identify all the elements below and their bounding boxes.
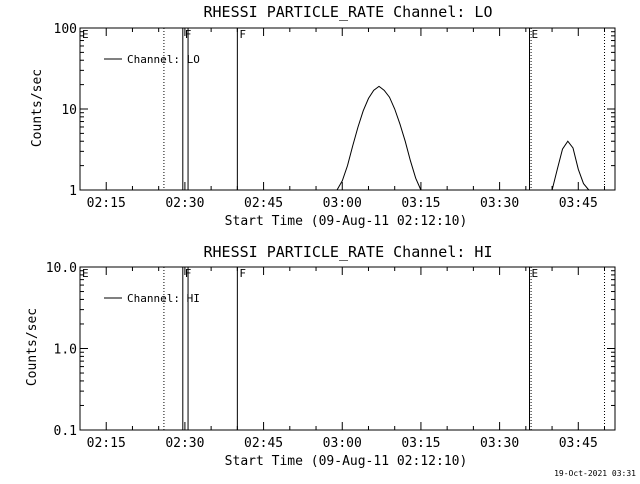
legend-label-hi: Channel: HI xyxy=(127,292,200,305)
xtick-label-hi: 03:45 xyxy=(559,436,598,451)
xtick-label-hi: 02:15 xyxy=(87,436,126,451)
footer-timestamp: 19-Oct-2021 03:31 xyxy=(554,469,636,478)
series-line-lo-0 xyxy=(336,85,422,191)
event-marker-label-hi: E xyxy=(532,267,539,280)
xtick-label-lo: 03:15 xyxy=(401,196,440,211)
xtick-label-lo: 02:45 xyxy=(244,196,283,211)
ytick-label-hi: 1.0 xyxy=(54,343,77,358)
series-line-lo-1 xyxy=(551,140,590,191)
xtick-label-hi: 03:00 xyxy=(323,436,362,451)
xtick-label-hi: 02:45 xyxy=(244,436,283,451)
panel-hi-xlabel: Start Time (09-Aug-11 02:12:10) xyxy=(225,454,468,469)
ytick-label-lo: 10 xyxy=(61,103,77,118)
panel-lo-ylabel: Counts/sec xyxy=(30,69,45,147)
event-marker-label-lo: E xyxy=(532,28,539,41)
ytick-label-lo: 100 xyxy=(54,22,77,37)
xtick-label-lo: 03:30 xyxy=(480,196,519,211)
panel-hi: RHESSI PARTICLE_RATE Channel: HI Counts/… xyxy=(25,243,616,469)
xtick-label-lo: 02:30 xyxy=(165,196,204,211)
xtick-label-lo: 03:00 xyxy=(323,196,362,211)
panel-lo-title: RHESSI PARTICLE_RATE Channel: LO xyxy=(204,3,493,21)
xtick-label-hi: 02:30 xyxy=(165,436,204,451)
legend-label-lo: Channel: LO xyxy=(127,53,200,66)
xtick-label-hi: 03:15 xyxy=(401,436,440,451)
xtick-label-lo: 02:15 xyxy=(87,196,126,211)
event-marker-label-hi: E xyxy=(82,267,89,280)
panel-lo: RHESSI PARTICLE_RATE Channel: LO Counts/… xyxy=(30,3,616,229)
panel-hi-title: RHESSI PARTICLE_RATE Channel: HI xyxy=(204,243,493,261)
ytick-label-hi: 0.1 xyxy=(54,424,77,439)
event-marker-label-lo: E xyxy=(82,28,89,41)
ytick-label-lo: 1 xyxy=(69,184,77,199)
panel-lo-xlabel: Start Time (09-Aug-11 02:12:10) xyxy=(225,214,468,229)
xtick-label-lo: 03:45 xyxy=(559,196,598,211)
panel-hi-legend: Channel: HI xyxy=(104,292,200,305)
xtick-label-hi: 03:30 xyxy=(480,436,519,451)
panel-hi-ylabel: Counts/sec xyxy=(25,308,40,386)
ytick-label-hi: 10.0 xyxy=(46,261,77,276)
event-marker-label-lo: F xyxy=(239,28,246,41)
event-marker-label-hi: F xyxy=(239,267,246,280)
panel-lo-legend: Channel: LO xyxy=(104,53,200,66)
